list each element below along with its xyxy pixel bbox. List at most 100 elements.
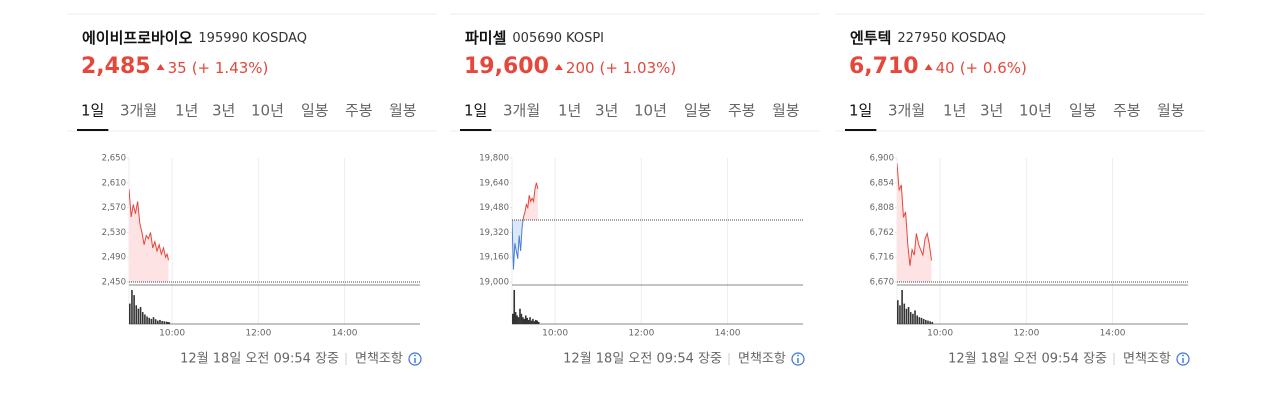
volume-bar (512, 313, 514, 324)
volume-bar (520, 313, 523, 324)
period-tab[interactable]: 월봉 (772, 102, 800, 120)
volume-bar (534, 319, 537, 324)
stock-header: 파미셀 005690 KOSPI (465, 29, 604, 47)
x-tick-label: 12:00 (628, 329, 654, 339)
up-arrow (924, 64, 933, 70)
area-up (512, 182, 538, 220)
volume-bar (925, 319, 927, 324)
period-tab[interactable]: 1년 (175, 102, 198, 120)
y-tick-label: 2,450 (102, 278, 126, 288)
volume-bar (529, 317, 531, 324)
period-tab[interactable]: 1일 (849, 102, 872, 120)
y-tick-label: 2,490 (102, 253, 126, 263)
stock-header: 에이비프로바이오 195990 KOSDAQ (82, 29, 307, 47)
period-tab[interactable]: 1년 (943, 102, 966, 120)
volume-bar (522, 317, 524, 324)
volume-bar (137, 308, 140, 324)
info-icon[interactable] (791, 352, 805, 366)
period-tab[interactable]: 10년 (1019, 102, 1052, 120)
period-tab[interactable]: 일봉 (684, 102, 712, 120)
y-tick-label: 19,480 (479, 203, 509, 213)
volume-bar (154, 319, 157, 324)
period-tab[interactable]: 3년 (595, 102, 618, 120)
up-arrow (156, 64, 165, 70)
period-tab[interactable]: 주봉 (1113, 102, 1141, 120)
stock-change: 40 (+ 0.6%) (936, 59, 1027, 77)
stock-name: 파미셀 (465, 29, 506, 47)
volume-bar (131, 290, 133, 324)
period-tab[interactable]: 월봉 (389, 102, 417, 120)
period-tab[interactable]: 일봉 (1069, 102, 1097, 120)
stock-price: 2,485 (81, 54, 151, 79)
stock-name: 에이비프로바이오 (82, 29, 193, 47)
period-tab[interactable]: 주봉 (728, 102, 756, 120)
volume-bar (927, 320, 929, 324)
period-tab[interactable]: 월봉 (1157, 102, 1185, 120)
stock-change: 35 (+ 1.43%) (168, 59, 269, 77)
disclaimer-link[interactable]: 면책조항 (738, 352, 786, 367)
period-tab[interactable]: 3개월 (503, 102, 540, 120)
footer-time: 12월 18일 오전 09:54 장중 (948, 352, 1107, 367)
info-icon-dot (797, 354, 799, 357)
period-tab[interactable]: 3개월 (120, 102, 157, 120)
period-tab[interactable]: 10년 (251, 102, 284, 120)
volume-bar (526, 317, 528, 324)
volume-bar (161, 320, 163, 324)
volume-bar (929, 321, 931, 324)
y-tick-label: 6,808 (870, 203, 894, 213)
volume-bar (533, 321, 536, 324)
y-tick-label: 19,160 (479, 253, 509, 263)
info-icon[interactable] (408, 352, 422, 366)
y-tick-label: 2,610 (102, 178, 126, 188)
stock-header: 엔투텍 227950 KOSDAQ (850, 29, 1006, 47)
volume-bar (527, 319, 530, 324)
x-tick-label: 14:00 (332, 329, 358, 339)
volume-bar (931, 321, 934, 324)
y-tick-label: 2,650 (102, 154, 126, 164)
disclaimer-link[interactable]: 면책조항 (355, 352, 403, 367)
volume-bar (912, 313, 914, 324)
y-tick-label: 6,762 (870, 228, 894, 238)
info-icon[interactable] (1176, 352, 1190, 366)
volume-bar (916, 315, 918, 324)
volume-bar (517, 317, 520, 324)
volume-bar (150, 318, 153, 324)
volume-bar (141, 312, 144, 324)
y-tick-label: 6,854 (870, 178, 894, 188)
x-tick-label: 14:00 (715, 329, 741, 339)
change-rate: (+ 1.03%) (600, 59, 677, 77)
change-amount: 200 (566, 59, 595, 77)
period-tab[interactable]: 3년 (212, 102, 235, 120)
period-tab[interactable]: 주봉 (345, 102, 373, 120)
stock-market: KOSDAQ (252, 31, 307, 46)
y-tick-label: 6,670 (870, 278, 894, 288)
volume-bar (135, 305, 138, 324)
period-tab[interactable]: 3년 (980, 102, 1003, 120)
volume-bar (519, 308, 521, 324)
y-tick-label: 6,900 (870, 154, 894, 164)
volume-bar (907, 307, 910, 324)
volume-bar (920, 317, 923, 324)
y-tick-label: 19,800 (479, 154, 509, 164)
period-tab[interactable]: 1일 (81, 102, 104, 120)
change-amount: 35 (168, 59, 187, 77)
period-tab[interactable]: 10년 (634, 102, 667, 120)
volume-bar (133, 295, 135, 324)
volume-bar (901, 290, 903, 324)
x-tick-label: 10:00 (927, 329, 953, 339)
period-tab[interactable]: 1일 (464, 102, 487, 120)
stock-code: 005690 (512, 31, 562, 46)
volume-bar (513, 290, 516, 324)
stock-market: KOSDAQ (951, 31, 1006, 46)
volume-bar (530, 320, 533, 324)
volume-bar (914, 310, 916, 324)
period-tab[interactable]: 3개월 (888, 102, 925, 120)
change-amount: 40 (936, 59, 955, 77)
period-tab[interactable]: 1년 (558, 102, 581, 120)
y-tick-label: 19,320 (479, 228, 509, 238)
info-icon-dot (414, 354, 416, 357)
disclaimer-link[interactable]: 면책조항 (1123, 352, 1171, 367)
y-tick-label: 19,000 (479, 278, 509, 288)
area-up (129, 189, 169, 282)
period-tab[interactable]: 일봉 (301, 102, 329, 120)
